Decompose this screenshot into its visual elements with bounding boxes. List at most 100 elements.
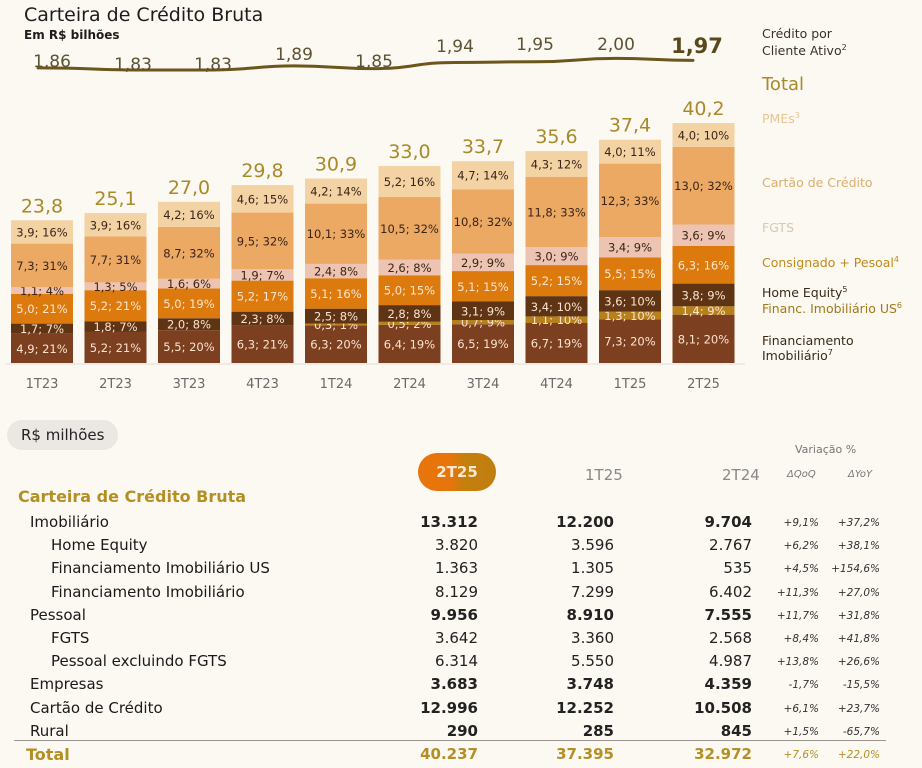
bar-total-label: 33,7 — [462, 136, 504, 158]
bar-segment-label: 5,2; 16% — [384, 175, 435, 189]
value-qoq: +6,1% — [783, 702, 819, 715]
value-2t25: 1.363 — [435, 559, 478, 578]
column-header-yoy: ΔYoY — [848, 469, 873, 480]
value-2t25: 6.314 — [435, 652, 478, 671]
bar-segment-label: 4,3; 12% — [531, 157, 582, 171]
legend-financ-us: Financ. Imobiliário US6 — [762, 301, 902, 316]
bar-segment-label: 5,2; 15% — [531, 274, 582, 288]
bar-segment — [305, 323, 367, 326]
bar-segment-label: 5,5; 20% — [163, 340, 214, 354]
table-row: Imobiliário 13.312 12.200 9.704 +9,1% +37,2% — [0, 511, 922, 534]
x-tick-label: 2T23 — [99, 377, 132, 392]
bar-segment-label: 2,4; 8% — [314, 265, 358, 279]
legend-consignado: Consignado + Pesoal4 — [762, 255, 899, 270]
value-1t25: 285 — [582, 721, 614, 740]
value-2t24: 10.508 — [694, 698, 752, 717]
bar-segment-label: 1,8; 7% — [93, 320, 137, 334]
line-point-label: 1,89 — [275, 45, 313, 65]
bar-segment-label: 2,3; 8% — [240, 312, 284, 326]
chart-subtitle: Em R$ bilhões — [24, 28, 120, 42]
line-point-label: 1,83 — [194, 55, 232, 75]
bar-segment-label: 8,1; 20% — [678, 332, 729, 346]
bar-segment-label: 5,0; 19% — [163, 297, 214, 311]
x-tick-label: 3T24 — [467, 377, 500, 392]
line-point-label: 1,94 — [436, 37, 474, 57]
value-2t25: 40.237 — [420, 744, 478, 763]
bar-total-label: 37,4 — [609, 115, 651, 137]
table-section-title: Carteira de Crédito Bruta — [18, 487, 247, 506]
value-yoy: +154,6% — [831, 563, 880, 576]
bar-segment-label: 5,1; 16% — [310, 287, 361, 301]
bar-segment — [599, 237, 661, 258]
bar-segment-label: 7,3; 31% — [16, 259, 67, 273]
legend-pmes-label: PMEs — [762, 111, 795, 127]
table-row: FGTS 3.642 3.360 2.568 +8,4% +41,8% — [0, 627, 922, 650]
bar-segment — [525, 316, 588, 324]
variation-header: Variação % — [795, 443, 857, 456]
bar-segment-label: 2,8; 8% — [387, 307, 431, 321]
bar-segment — [599, 290, 661, 312]
bar-segment — [231, 325, 294, 363]
bar-total-label: 27,0 — [168, 177, 210, 199]
bar-segment — [11, 243, 73, 288]
bar-segment — [378, 305, 441, 322]
stacked-bar-chart: 4,9; 21% 1,7; 7% 5,0; 21% 1,1; 4% 7,3; 31% 3,… — [6, 34, 745, 392]
bar-segment-label: 10,1; 33% — [307, 227, 366, 241]
bar-segment-label: 5,5; 15% — [604, 267, 655, 281]
table-row: Pessoal 9.956 8.910 7.555 +11,7% +31,8% — [0, 604, 922, 627]
bar-segment-label: 3,4; 9% — [608, 241, 652, 255]
x-tick-label: 1T23 — [26, 377, 59, 392]
bar-segment — [452, 253, 514, 272]
row-label: Cartão de Crédito — [30, 698, 163, 717]
value-2t24: 845 — [720, 721, 752, 740]
value-qoq: +1,5% — [783, 725, 819, 738]
value-1t25: 37.395 — [556, 744, 614, 763]
bar-segment — [84, 282, 147, 291]
footnote-3: 3 — [794, 111, 800, 120]
bar-segment — [305, 203, 367, 264]
table-row: Financiamento Imobiliário 8.129 7.299 6.402… — [0, 581, 922, 604]
bar-segment — [672, 306, 735, 315]
line-credito-por-cliente — [36, 56, 695, 72]
bar-segment-label: 1,7; 7% — [20, 322, 64, 336]
value-yoy: +27,0% — [837, 586, 880, 599]
bar-segment-label: 3,0; 9% — [534, 250, 578, 264]
credit-table: Imobiliário 13.312 12.200 9.704 +9,1% +37,2% H… — [0, 511, 922, 766]
bar-segment-label: 3,6; 10% — [604, 294, 655, 308]
value-2t25: 13.312 — [420, 513, 478, 531]
legend-credito-line1: Crédito por — [762, 26, 832, 41]
line-point-label: 1,83 — [114, 55, 152, 75]
bar-segment-label: 6,4; 19% — [384, 337, 435, 351]
bar-segment — [599, 319, 661, 363]
footnote-5: 5 — [842, 285, 848, 294]
legend-cartao: Cartão de Crédito — [762, 175, 873, 190]
column-header-2t25[interactable]: 2T25 — [418, 453, 496, 491]
value-qoq: +4,5% — [783, 563, 819, 576]
bar-segment — [305, 263, 367, 279]
bar-segment — [599, 163, 661, 238]
bar-segment-label: 3,9; 16% — [90, 218, 141, 232]
value-2t24: 7.555 — [704, 605, 752, 624]
bar-total-label: 40,2 — [682, 98, 724, 120]
value-2t25: 3.820 — [435, 536, 478, 555]
table-row: Home Equity 3.820 3.596 2.767 +6,2% +38,1% — [0, 534, 922, 557]
footnote-2: 2 — [841, 43, 847, 52]
legend-home-equity-label: Home Equity — [762, 285, 843, 301]
bar-segment — [305, 178, 367, 204]
bar-total-label: 33,0 — [388, 141, 430, 163]
bar-segment-label: 2,6; 8% — [387, 261, 431, 275]
column-header-2t24: 2T24 — [722, 466, 760, 484]
bar-segment — [672, 123, 735, 147]
bar-segment-label: 6,3; 16% — [678, 258, 729, 272]
x-tick-label: 4T24 — [540, 377, 573, 392]
value-2t25: 3.683 — [430, 675, 478, 694]
bar-segment — [11, 293, 73, 324]
line-point-label: 1,97 — [671, 34, 723, 58]
x-tick-label: 1T24 — [320, 377, 353, 392]
legend-pmes: PMEs3 — [762, 111, 800, 126]
row-label: Pessoal — [30, 605, 86, 624]
bar-segment — [525, 296, 588, 317]
line-point-label: 2,00 — [597, 35, 635, 55]
legend-credito-por-cliente: Crédito por Cliente Ativo2 — [762, 27, 847, 58]
bar-segment — [158, 318, 220, 331]
